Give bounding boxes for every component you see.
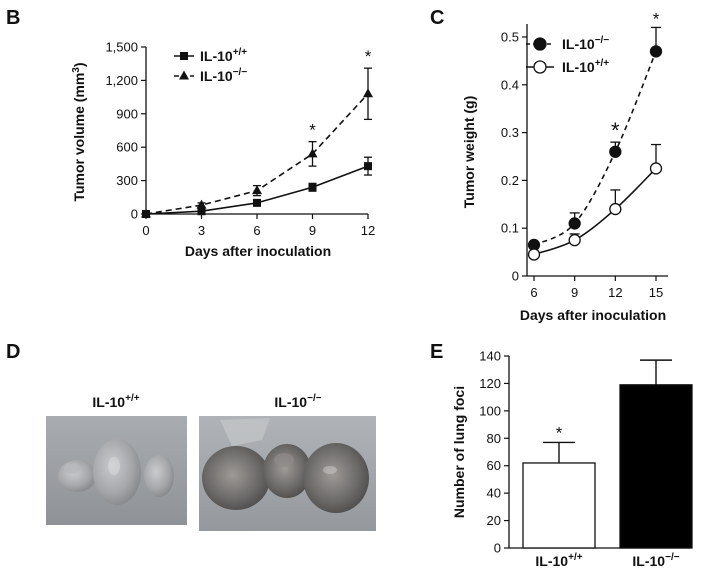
b-x-tick-label: 9 <box>309 223 316 238</box>
panel-letter-b: B <box>6 7 20 29</box>
b-significance-star: * <box>365 47 372 66</box>
b-x-tick-label: 12 <box>361 223 375 238</box>
panel-letter-d: D <box>6 341 20 363</box>
tumor-ko-3-highlight <box>323 466 337 474</box>
e-category-label-1: IL-10−/− <box>632 552 679 569</box>
c-y-axis-title: Tumor weight (g) <box>461 96 477 209</box>
b-y-tick-label: 0 <box>131 207 138 222</box>
e-y-tick-label: 60 <box>487 458 501 473</box>
c-point-filled <box>568 217 581 230</box>
b-y-tick-label: 1,200 <box>105 73 138 88</box>
b-y-tick-label: 600 <box>116 140 138 155</box>
b-y-tick-label: 1,500 <box>105 40 138 55</box>
b-point-triangle <box>307 148 318 158</box>
b-y-tick-label: 300 <box>116 173 138 188</box>
e-y-axis-title: Number of lung foci <box>451 386 467 518</box>
e-y-tick-label: 0 <box>494 541 501 556</box>
b-legend: IL-10+/+ IL-10−/− <box>174 47 247 84</box>
photo-ko-tumors <box>199 416 376 531</box>
c-significance-star: * <box>653 9 660 28</box>
b-legend-label-ko: IL-10−/− <box>200 67 247 84</box>
c-legend-marker-wt <box>533 60 547 74</box>
e-bar-0 <box>522 462 596 549</box>
c-point-open <box>568 233 581 247</box>
c-legend-marker-ko <box>533 37 547 51</box>
c-x-tick-label: 9 <box>571 285 578 300</box>
c-point-open <box>649 162 663 175</box>
b-point-square <box>253 198 261 207</box>
c-series-line-0 <box>533 51 657 246</box>
c-point-open <box>527 248 541 261</box>
photo-wt-tumors <box>46 416 187 525</box>
e-y-tick-label: 40 <box>487 486 501 501</box>
c-y-tick-label: 0.3 <box>501 125 519 140</box>
b-legend-label-wt: IL-10+/+ <box>200 47 247 64</box>
c-x-tick-label: 12 <box>608 285 622 300</box>
chart-lung-foci: 0 20 40 60 80 100 120 140 * IL-10+/+ IL-10−/− Nu… <box>451 349 693 569</box>
c-x-axis-title: Days after inoculation <box>520 307 666 323</box>
tumor-ko-2-lobe <box>274 453 294 467</box>
tumor-wt-2-highlight <box>108 457 120 475</box>
c-point-open <box>609 202 622 216</box>
b-y-tick-label: 900 <box>116 106 138 121</box>
tumor-wt-1-lobe <box>64 462 80 474</box>
c-significance-star: * <box>611 118 620 143</box>
photo-ko-membrane <box>220 418 270 446</box>
chart-tumor-weight: 0 0.1 0.2 0.3 0.4 0.5 6 9 12 15 * * Days after in… <box>461 9 668 323</box>
c-y-tick-label: 0 <box>512 269 519 284</box>
b-y-axis-title: Tumor volume (mm3) <box>71 62 87 201</box>
b-x-tick-label: 6 <box>253 223 260 238</box>
b-point-square <box>197 207 206 216</box>
b-point-triangle <box>141 208 151 218</box>
b-point-triangle <box>252 185 262 195</box>
tumor-ko-1 <box>202 446 270 510</box>
c-y-tick-label: 0.5 <box>501 30 519 45</box>
b-legend-marker-ko <box>179 70 189 80</box>
panel-letter-c: C <box>430 7 444 29</box>
c-legend: IL-10−/− IL-10+/+ <box>526 35 609 75</box>
c-legend-label-wt: IL-10+/+ <box>562 58 609 75</box>
e-significance-star: * <box>556 423 563 442</box>
c-point-filled <box>609 145 622 158</box>
e-category-label-0: IL-10+/+ <box>535 552 582 569</box>
b-legend-marker-wt <box>180 52 188 60</box>
b-point-square <box>308 183 317 192</box>
c-y-tick-label: 0.4 <box>501 77 519 92</box>
b-x-tick-label: 0 <box>142 223 149 238</box>
b-point-triangle <box>363 88 373 98</box>
c-y-tick-label: 0.2 <box>501 173 519 188</box>
tumor-photos: IL-10+/+ IL-10−/− <box>46 393 376 531</box>
e-y-tick-label: 140 <box>479 349 501 364</box>
tumor-ko-3 <box>303 443 369 513</box>
e-y-tick-label: 120 <box>479 376 501 391</box>
b-x-tick-label: 3 <box>198 223 205 238</box>
c-series-line-1 <box>533 167 657 256</box>
panel-letter-e: E <box>430 341 443 363</box>
c-x-tick-label: 6 <box>530 285 537 300</box>
c-point-filled <box>649 45 663 58</box>
e-y-tick-label: 80 <box>487 431 501 446</box>
c-legend-label-ko: IL-10−/− <box>562 35 609 52</box>
e-bar-1 <box>619 384 693 549</box>
photo-label-wt: IL-10+/+ <box>92 393 139 410</box>
c-x-tick-label: 15 <box>649 285 663 300</box>
e-y-tick-label: 20 <box>487 513 501 528</box>
e-y-tick-label: 100 <box>479 403 501 418</box>
photo-label-ko: IL-10−/− <box>274 393 321 410</box>
c-y-tick-label: 0.1 <box>501 221 519 236</box>
tumor-wt-3 <box>144 455 174 497</box>
b-point-square <box>364 162 372 171</box>
b-significance-star: * <box>309 121 316 140</box>
b-point-triangle <box>196 199 207 209</box>
b-x-axis-title: Days after inoculation <box>185 243 331 259</box>
chart-tumor-volume: 0 300 600 900 1,200 1,500 0 3 6 9 12 * * Days afte… <box>71 40 375 260</box>
